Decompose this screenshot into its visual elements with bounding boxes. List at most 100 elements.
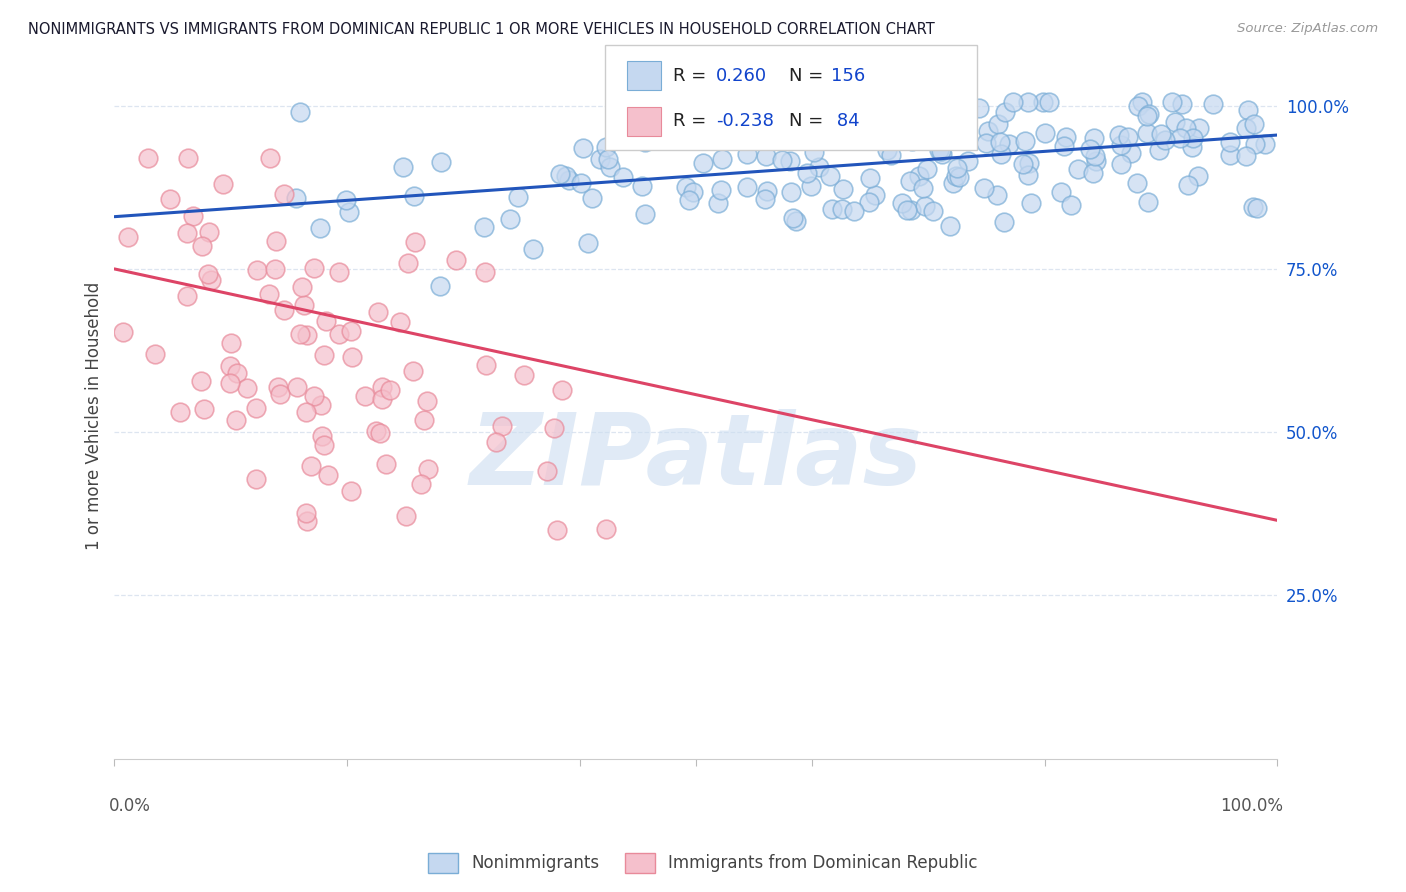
Point (340, 350, 363, 364)
Point (1175, 121, 1198, 136)
Point (1246, 201, 1268, 215)
Point (402, 189, 425, 203)
Point (245, 401, 267, 415)
Point (752, 110, 775, 124)
Point (891, 196, 914, 211)
Point (404, 235, 426, 249)
Point (1109, 138, 1132, 153)
Point (312, 348, 335, 362)
Point (1136, 194, 1159, 209)
Point (974, 136, 997, 150)
Point (513, 368, 536, 382)
Point (395, 509, 418, 524)
Point (558, 173, 581, 187)
Point (371, 392, 394, 406)
Point (633, 135, 655, 149)
Point (225, 412, 247, 426)
Point (595, 140, 617, 154)
Point (898, 174, 921, 188)
Point (1219, 148, 1241, 162)
Point (295, 514, 318, 528)
Point (1053, 139, 1076, 153)
Point (692, 156, 714, 170)
Point (316, 467, 339, 482)
Point (1085, 154, 1108, 169)
Point (292, 298, 315, 312)
Point (117, 229, 139, 244)
Point (997, 137, 1019, 152)
Point (1083, 131, 1105, 145)
Point (928, 144, 950, 158)
Point (211, 178, 233, 192)
Point (337, 204, 360, 219)
Point (1182, 130, 1205, 145)
Point (546, 523, 568, 537)
Point (988, 135, 1011, 149)
Point (1121, 146, 1143, 161)
Point (288, 105, 311, 120)
Point (291, 280, 314, 294)
Point (219, 335, 242, 350)
Point (412, 413, 434, 427)
Point (1153, 133, 1175, 147)
Point (581, 191, 603, 205)
Point (191, 239, 214, 253)
Point (181, 209, 204, 223)
Point (236, 381, 259, 395)
Point (1136, 109, 1159, 123)
Point (863, 187, 886, 202)
Point (699, 112, 721, 126)
Point (418, 461, 440, 475)
Point (1083, 166, 1105, 180)
Point (193, 401, 215, 416)
Point (269, 387, 291, 401)
Point (1084, 149, 1107, 163)
Point (818, 169, 841, 183)
Point (335, 194, 357, 208)
Point (177, 151, 200, 165)
Point (675, 180, 697, 194)
Point (1202, 97, 1225, 112)
Point (1128, 99, 1150, 113)
Point (900, 203, 922, 218)
Point (506, 190, 529, 204)
Point (900, 134, 922, 148)
Point (967, 101, 990, 115)
Point (415, 393, 437, 408)
Point (198, 225, 221, 239)
Point (1108, 128, 1130, 142)
Point (800, 179, 823, 194)
Point (354, 389, 377, 403)
Text: 0.0%: 0.0% (108, 797, 150, 814)
Point (340, 483, 363, 498)
Point (1254, 137, 1277, 152)
Point (302, 261, 325, 276)
Point (340, 325, 363, 339)
Point (945, 169, 967, 183)
Point (785, 213, 807, 227)
Point (366, 424, 388, 438)
Point (682, 95, 704, 110)
Point (931, 146, 953, 161)
Point (832, 181, 855, 195)
Point (522, 242, 544, 256)
Point (790, 131, 813, 145)
Text: R =: R = (673, 112, 713, 130)
Point (143, 347, 166, 361)
Point (1147, 143, 1170, 157)
Point (548, 167, 571, 181)
Point (929, 145, 952, 159)
Point (707, 195, 730, 210)
Point (1164, 115, 1187, 129)
Point (1018, 156, 1040, 170)
Point (312, 438, 335, 452)
Point (536, 465, 558, 479)
Point (367, 304, 389, 318)
Point (780, 185, 803, 199)
Point (858, 195, 880, 210)
Text: 156: 156 (831, 67, 865, 85)
Text: NONIMMIGRANTS VS IMMIGRANTS FROM DOMINICAN REPUBLIC 1 OR MORE VEHICLES IN HOUSEH: NONIMMIGRANTS VS IMMIGRANTS FROM DOMINIC… (28, 22, 935, 37)
Point (1019, 195, 1042, 210)
Point (430, 154, 453, 169)
Point (1050, 185, 1073, 199)
